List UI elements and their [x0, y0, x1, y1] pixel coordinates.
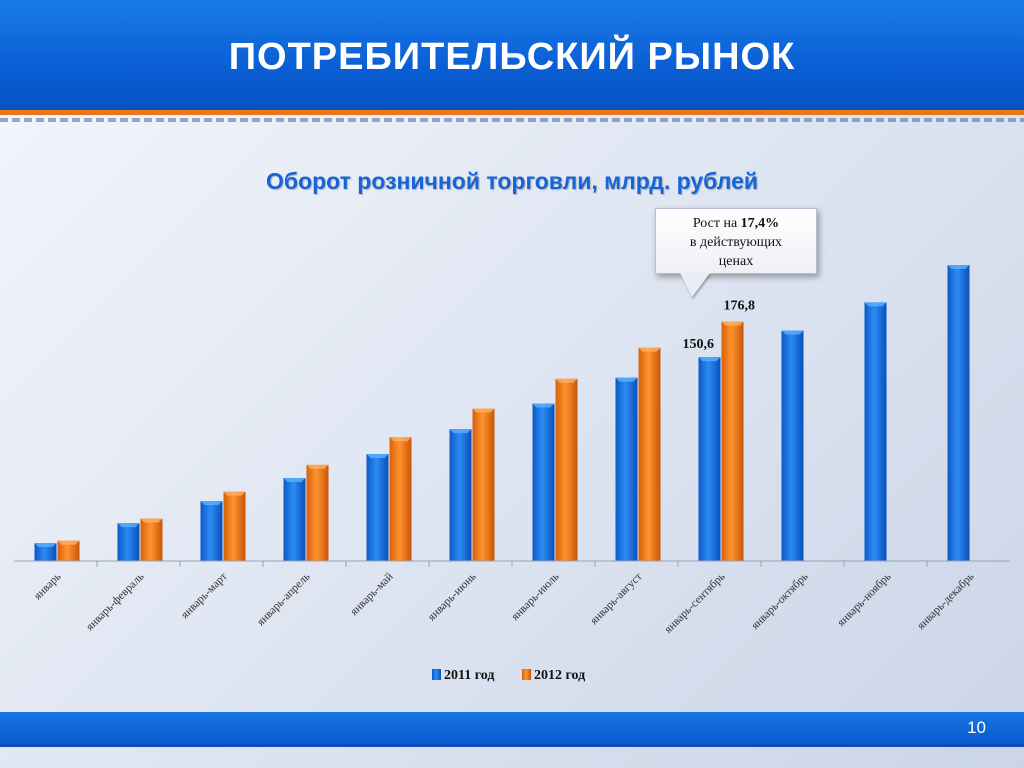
bar-2011-5	[449, 429, 472, 561]
page-number: 10	[967, 718, 986, 737]
callout-line3: ценах	[718, 254, 754, 269]
data-label: 150,6	[683, 337, 715, 352]
bar-2011-2	[200, 501, 223, 561]
x-tick-label: январь-июнь	[426, 571, 479, 624]
legend-label-1: 2012 год	[534, 668, 585, 683]
callout-line2: в действующих	[689, 235, 783, 250]
x-tick-label: январь-май	[348, 571, 395, 618]
bar-bevel	[864, 302, 887, 307]
x-tick-label: январь-март	[179, 571, 230, 622]
bar-bevel	[555, 378, 578, 383]
bar-bevel	[472, 408, 495, 413]
bar-bevel	[34, 542, 57, 547]
bar-2011-9	[781, 330, 804, 561]
bar-bevel	[698, 357, 721, 362]
retail-turnover-chart: январь январь-февраль январь-март январь-ап…	[14, 265, 1010, 683]
callout-prefix: Рост на	[692, 216, 741, 231]
bar-2012-8	[721, 321, 744, 561]
page-title: ПОТРЕБИТЕЛЬСКИЙ РЫНОК	[228, 36, 796, 78]
bar-2011-6	[532, 403, 555, 561]
legend-swatch-1	[522, 669, 531, 680]
x-tick-label: январь-октябрь	[749, 571, 810, 632]
legend-swatch-0	[432, 669, 441, 680]
x-tick-label: январь-сентябрь	[662, 571, 727, 636]
footer-bar	[0, 712, 1024, 744]
bar-bevel	[140, 518, 163, 523]
bar-2012-2	[223, 491, 246, 561]
bar-bevel	[532, 403, 555, 408]
bar-2011-10	[864, 302, 887, 561]
bar-2011-11	[947, 265, 970, 561]
callout-pointer	[680, 273, 710, 297]
bar-2011-1	[117, 523, 140, 561]
bar-bevel	[638, 347, 661, 352]
x-tick-label: январь-август	[588, 571, 644, 627]
header-bar: ПОТРЕБИТЕЛЬСКИЙ РЫНОК	[0, 0, 1024, 110]
bar-bevel	[306, 464, 329, 469]
bar-2012-4	[389, 437, 412, 561]
bar-bevel	[57, 540, 80, 545]
bar-bevel	[283, 477, 306, 482]
callout-growth-value: 17,4%	[740, 216, 780, 231]
bar-bevel	[947, 265, 970, 269]
chart-title: Оборот розничной торговли, млрд. рублей	[265, 168, 759, 194]
bar-2011-0	[34, 542, 57, 561]
orange-divider	[0, 110, 1024, 115]
data-label: 176,8	[724, 299, 756, 314]
bar-2011-4	[366, 454, 389, 561]
dashed-divider	[0, 118, 1024, 122]
bar-2012-6	[555, 378, 578, 561]
x-tick-label: январь-декабрь	[915, 571, 977, 633]
x-tick-label: январь-ноябрь	[835, 571, 893, 629]
bar-2011-7	[615, 377, 638, 561]
x-tick-label: январь-апрель	[255, 571, 313, 629]
x-tick-label: январь	[32, 571, 64, 603]
bar-bevel	[223, 491, 246, 496]
bar-2012-0	[57, 540, 80, 561]
bar-2012-7	[638, 347, 661, 561]
x-tick-label: январь-июль	[509, 571, 561, 623]
bar-2012-1	[140, 518, 163, 561]
bar-bevel	[117, 523, 140, 528]
bar-bevel	[615, 377, 638, 382]
bar-2011-3	[283, 477, 306, 561]
bar-bevel	[366, 454, 389, 459]
bar-bevel	[200, 501, 223, 506]
legend-label-0: 2011 год	[444, 668, 494, 683]
growth-callout: Рост на 17,4% в действующих ценах	[655, 208, 817, 274]
x-tick-label: январь-февраль	[84, 571, 147, 634]
footer-line	[0, 744, 1024, 747]
bar-bevel	[449, 429, 472, 434]
bar-2012-5	[472, 408, 495, 561]
bar-2011-8	[698, 357, 721, 561]
bar-bevel	[389, 437, 412, 442]
bar-bevel	[721, 321, 744, 326]
bar-bevel	[781, 330, 804, 335]
bar-2012-3	[306, 464, 329, 561]
